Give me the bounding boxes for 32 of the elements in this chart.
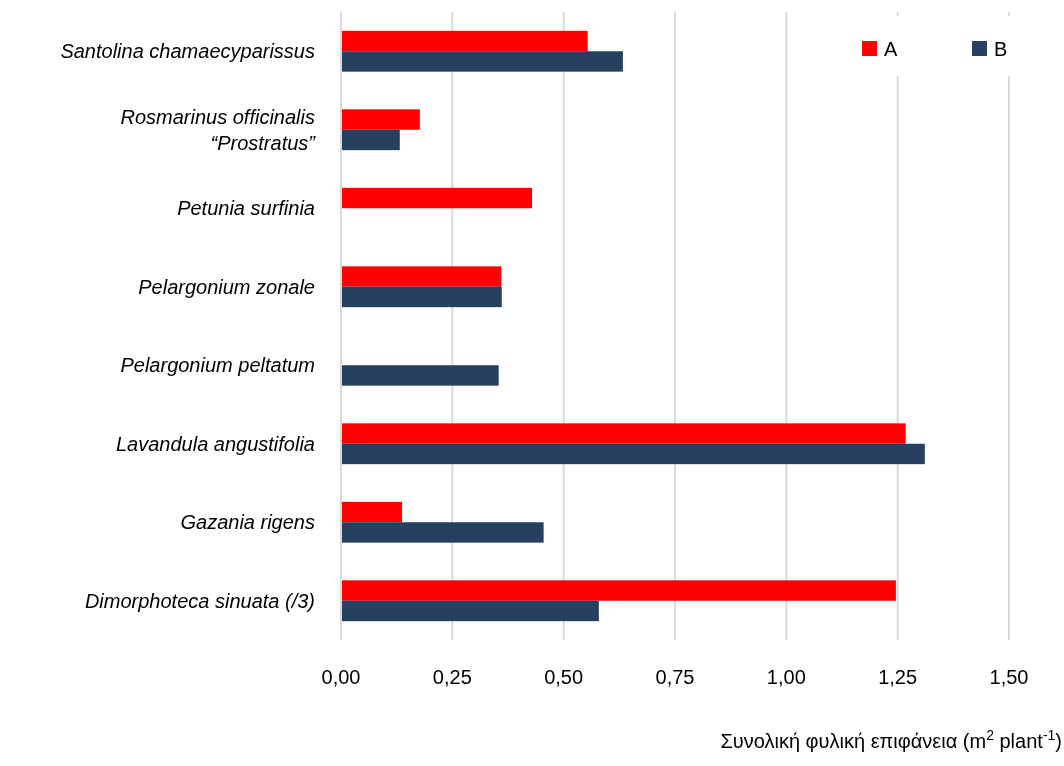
bar <box>341 580 896 601</box>
x-tick-label: 0,75 <box>655 666 695 688</box>
bar <box>341 443 925 465</box>
bar <box>341 187 533 209</box>
y-tick-label: Gazania rigens <box>180 511 315 534</box>
y-tick-label: Rosmarinus officinalis “Prostratus” <box>120 105 317 154</box>
x-tick-label: 1,25 <box>878 666 918 688</box>
x-tick-label: 0,00 <box>321 666 361 688</box>
bar <box>341 286 502 308</box>
x-tick-label: 1,50 <box>989 666 1029 688</box>
y-tick-label: Santolina chamaecyparissus <box>60 40 315 63</box>
y-tick-label: Pelargonium peltatum <box>120 354 315 377</box>
y-tick-label: Petunia surfinia <box>177 197 315 220</box>
legend-label: B <box>994 38 1008 60</box>
bar <box>341 365 499 386</box>
legend-label: A <box>884 38 898 60</box>
y-tick-label: Lavandula angustifolia <box>115 432 315 455</box>
bar <box>341 266 502 287</box>
bar <box>341 30 588 52</box>
bar <box>341 522 544 543</box>
bar <box>341 600 599 622</box>
bar <box>341 423 906 444</box>
x-tick-label: 1,00 <box>766 666 806 688</box>
x-axis-title: Συνολική φυλική επιφάνεια (m$^{2}$ plant$^{-1}$) <box>720 727 1062 752</box>
x-tick-label: 0,50 <box>544 666 584 688</box>
bar <box>341 501 403 523</box>
bar <box>341 51 623 72</box>
y-tick-label: Pelargonium zonale <box>138 275 315 298</box>
bar <box>341 109 420 130</box>
bar <box>341 129 400 151</box>
x-tick-label: 0,25 <box>432 666 472 688</box>
y-tick-label: Dimorphoteca sinuata (/3) <box>84 589 315 612</box>
